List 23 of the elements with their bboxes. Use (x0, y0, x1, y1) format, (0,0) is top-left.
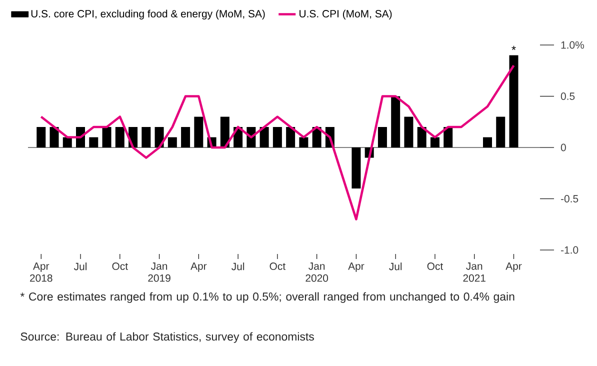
source-note: Source: Bureau of Labor Statistics, survey of economists (20, 332, 314, 343)
x-tick-label: Oct (270, 262, 286, 270)
legend-label: U.S. core CPI, excluding food & energy (MoM, SA) (31, 10, 265, 20)
x-tick-label: Apr 2018 (30, 262, 52, 282)
x-tick-label: Jul (74, 262, 86, 270)
x-tick-label: Apr (190, 262, 207, 272)
x-tick-label: Jul (232, 262, 244, 270)
x-tick-label: Jan 2021 (463, 262, 486, 282)
x-tick-label: Oct (112, 262, 128, 270)
y-tick-label: 1.0% (561, 41, 584, 49)
x-tick-label: Jan 2019 (148, 262, 170, 282)
y-tick-label: 0.5 (560, 92, 575, 100)
y-tick-label: 0 (560, 144, 566, 152)
y-tick-label: -0.5 (560, 195, 578, 202)
x-tick-label: Jan 2020 (306, 262, 328, 282)
text: * Core estimates ranged from up 0.1% to up 0.5%; overall ranged from unchanged to 0.4% gain (20, 292, 514, 303)
y-tick-label: -1.0 (560, 246, 578, 254)
x-tick-label: Oct (427, 262, 444, 270)
x-tick-label: Apr (348, 262, 364, 272)
x-tick-label: Jul (389, 262, 402, 270)
x-tick-label: Apr (506, 262, 522, 272)
annotation: * (512, 46, 516, 50)
legend-label: U.S. CPI (MoM, SA) (300, 10, 392, 20)
